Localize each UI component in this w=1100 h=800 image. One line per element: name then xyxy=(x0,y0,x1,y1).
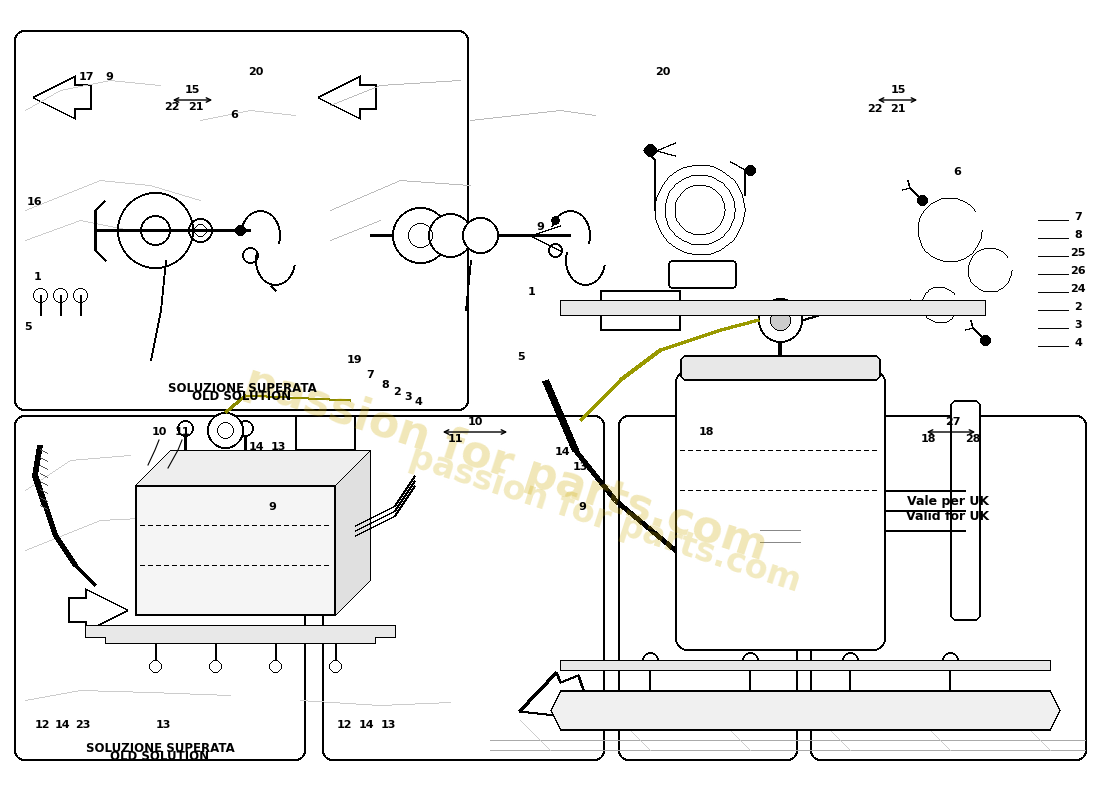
Text: 6: 6 xyxy=(230,110,238,120)
Text: 9: 9 xyxy=(536,222,543,232)
Text: 14: 14 xyxy=(359,720,374,730)
Text: 12: 12 xyxy=(337,720,352,730)
Text: Valid for UK: Valid for UK xyxy=(906,510,990,523)
Text: 13: 13 xyxy=(572,462,587,472)
Text: 13: 13 xyxy=(271,442,286,452)
Text: OLD SOLUTION: OLD SOLUTION xyxy=(110,750,210,763)
Text: 14: 14 xyxy=(554,447,570,457)
Text: 27: 27 xyxy=(945,417,960,427)
Text: 7: 7 xyxy=(366,370,374,380)
Text: 15: 15 xyxy=(185,85,200,95)
Text: 21: 21 xyxy=(890,104,905,114)
Text: 10: 10 xyxy=(468,417,483,427)
Text: 15: 15 xyxy=(890,85,905,95)
Text: 20: 20 xyxy=(249,67,264,77)
Text: 24: 24 xyxy=(1070,284,1086,294)
Text: 4: 4 xyxy=(414,397,422,407)
Text: passion for parts.com: passion for parts.com xyxy=(405,441,805,599)
Text: 1: 1 xyxy=(34,272,42,282)
Text: 1: 1 xyxy=(528,287,536,297)
Text: 17: 17 xyxy=(78,72,94,82)
Text: 19: 19 xyxy=(348,355,363,365)
Text: OLD SOLUTION: OLD SOLUTION xyxy=(192,390,292,403)
Text: 9: 9 xyxy=(579,502,586,512)
Text: 3: 3 xyxy=(1075,320,1081,330)
Text: Vale per UK: Vale per UK xyxy=(908,495,989,508)
Text: 21: 21 xyxy=(188,102,204,112)
Text: 26: 26 xyxy=(1070,266,1086,276)
Text: 8: 8 xyxy=(1074,230,1082,240)
Text: 14: 14 xyxy=(250,442,265,452)
Text: 2: 2 xyxy=(1074,302,1082,312)
Text: 23: 23 xyxy=(75,720,90,730)
Text: 9: 9 xyxy=(268,502,276,512)
Text: 5: 5 xyxy=(517,352,525,362)
Text: 22: 22 xyxy=(867,104,882,114)
Text: 10: 10 xyxy=(152,427,167,437)
Text: SOLUZIONE SUPERATA: SOLUZIONE SUPERATA xyxy=(86,742,234,754)
Text: 7: 7 xyxy=(1074,212,1082,222)
Text: passion for parts.com: passion for parts.com xyxy=(239,359,773,569)
Text: 5: 5 xyxy=(24,322,32,332)
Text: 22: 22 xyxy=(164,102,179,112)
Text: 9: 9 xyxy=(106,72,113,82)
Text: 12: 12 xyxy=(34,720,50,730)
Text: 16: 16 xyxy=(26,197,42,207)
Text: SOLUZIONE SUPERATA: SOLUZIONE SUPERATA xyxy=(167,382,317,394)
Text: 28: 28 xyxy=(966,434,981,444)
Text: 11: 11 xyxy=(174,427,189,437)
Text: 2: 2 xyxy=(393,387,400,397)
Text: 18: 18 xyxy=(698,427,714,437)
Text: 18: 18 xyxy=(921,434,936,444)
Text: 8: 8 xyxy=(381,380,389,390)
Text: 25: 25 xyxy=(1070,248,1086,258)
Text: 13: 13 xyxy=(155,720,170,730)
Text: 20: 20 xyxy=(656,67,671,77)
Text: 6: 6 xyxy=(953,167,961,177)
Text: 13: 13 xyxy=(381,720,396,730)
Text: 4: 4 xyxy=(1074,338,1082,348)
Text: 3: 3 xyxy=(404,392,411,402)
Text: 11: 11 xyxy=(448,434,463,444)
Text: 14: 14 xyxy=(55,720,70,730)
